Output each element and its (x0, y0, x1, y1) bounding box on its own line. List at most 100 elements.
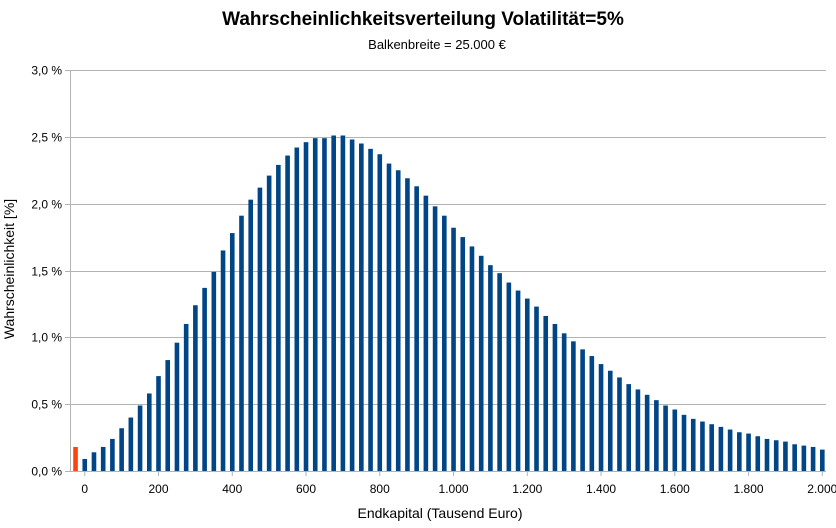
bar (137, 405, 143, 471)
bar (276, 164, 281, 471)
bar (285, 155, 290, 472)
y-tick-label: 2,5 % (31, 131, 62, 145)
bar (423, 195, 429, 471)
bar (755, 436, 761, 471)
x-tick-label: 600 (296, 482, 316, 496)
y-tick-label: 0,0 % (31, 465, 62, 479)
bar (183, 323, 189, 471)
bar (451, 227, 456, 471)
bar (737, 432, 742, 471)
bar (193, 305, 198, 471)
x-axis-label: Endkapital (Tausend Euro) (358, 505, 523, 521)
bar (174, 342, 180, 471)
x-tick-label: 1.000 (439, 482, 469, 496)
bar (478, 255, 484, 471)
bar (460, 237, 466, 471)
bar (626, 384, 632, 471)
bar (810, 446, 816, 471)
grid-lines (70, 70, 826, 472)
y-tick-label: 1,5 % (31, 265, 62, 279)
bar (524, 298, 530, 471)
bar (644, 394, 650, 471)
x-tick-label: 2.000 (807, 482, 836, 496)
bar (506, 282, 512, 471)
bar (497, 273, 502, 471)
bar (681, 414, 687, 471)
bar (469, 246, 475, 471)
y-tick-label: 3,0 % (31, 64, 62, 78)
bar (773, 440, 779, 471)
chart-title: Wahrscheinlichkeitsverteilung Volatilitä… (222, 9, 624, 30)
bar (202, 287, 207, 471)
y-tick-label: 2,0 % (31, 198, 62, 212)
x-tick-labels: 0 200 400 600 800 1.000 1.200 1.400 1.600 1.800 2.… (81, 482, 836, 496)
bar (561, 333, 567, 471)
bar (91, 452, 97, 471)
x-tick-label: 1.400 (586, 482, 616, 496)
bar (571, 341, 576, 471)
bar (746, 433, 751, 471)
x-tick-label: 0 (81, 482, 88, 496)
bar (414, 186, 419, 472)
bar (239, 215, 244, 471)
bar (617, 377, 622, 471)
x-tick-label: 400 (222, 482, 242, 496)
bar (690, 418, 696, 471)
bar (386, 163, 392, 471)
bar (801, 445, 807, 471)
bar (607, 370, 613, 471)
bar-highlight (73, 446, 78, 471)
bar (543, 315, 549, 471)
bars (73, 135, 825, 472)
bar (727, 429, 733, 471)
bar (331, 135, 336, 471)
chart-subtitle: Balkenbreite = 25.000 € (368, 37, 506, 52)
bar (442, 215, 447, 471)
bar (783, 441, 788, 471)
bar (229, 233, 235, 471)
bar (100, 446, 106, 471)
bar (792, 444, 797, 471)
bar (349, 139, 355, 471)
bar (635, 389, 641, 471)
x-tick-label: 1.200 (512, 482, 542, 496)
x-tick-label: 800 (370, 482, 390, 496)
bar (432, 206, 438, 471)
x-tick-label: 1.800 (734, 482, 764, 496)
bar (359, 143, 364, 471)
bar (534, 306, 539, 471)
axes (65, 70, 826, 476)
bar (257, 187, 263, 471)
bar (709, 424, 714, 471)
bar (405, 178, 410, 471)
x-tick-label: 1.600 (660, 482, 690, 496)
bar (395, 170, 401, 471)
bar (119, 428, 124, 471)
bar (488, 265, 493, 471)
bar (82, 458, 88, 471)
bar (312, 138, 318, 472)
bar (663, 405, 668, 471)
bar (220, 250, 226, 471)
bar (156, 376, 161, 471)
bar (589, 356, 595, 471)
bar (340, 135, 346, 471)
bar (211, 271, 217, 471)
bar (654, 400, 659, 471)
bar (598, 364, 604, 471)
bar (764, 438, 770, 471)
x-tick-label: 200 (148, 482, 168, 496)
y-tick-labels: 0,0 % 0,5 % 1,0 % 1,5 % 2,0 % 2,5 % 3,0 % (31, 64, 62, 479)
bar (700, 421, 705, 471)
bar (322, 138, 327, 472)
bar (303, 142, 309, 471)
bar (515, 290, 521, 471)
bar (820, 449, 825, 471)
bar (248, 199, 254, 471)
bar (580, 349, 585, 471)
bar (128, 417, 134, 471)
y-tick-label: 1,0 % (31, 331, 62, 345)
y-axis-label: Wahrscheinlichkeit [%] (1, 199, 17, 339)
